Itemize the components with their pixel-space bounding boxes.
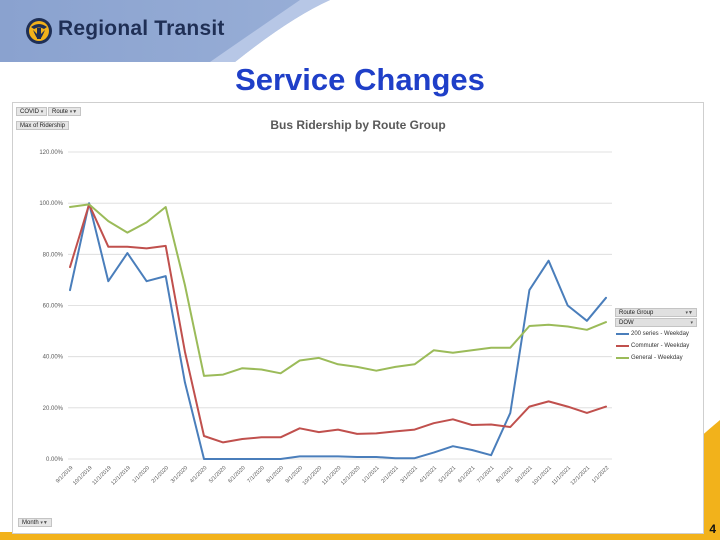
- y-tick-label: 100.00%: [39, 201, 63, 207]
- pivot-chart: COVID ▾ Route ▾▼ Max of Ridership Bus Ri…: [12, 102, 704, 534]
- x-tick-label: 1/1/2021: [361, 465, 380, 484]
- y-tick-label: 60.00%: [43, 304, 64, 310]
- chart-title: Bus Ridership by Route Group: [270, 118, 446, 132]
- legend-label: General - Weekday: [631, 355, 683, 361]
- x-tick-label: 6/1/2020: [227, 465, 246, 484]
- axis-field-label: Month: [22, 520, 39, 526]
- header-band: [0, 0, 720, 62]
- series-line: [69, 203, 607, 377]
- x-tick-label: 10/1/2021: [531, 465, 553, 487]
- x-tick-label: 2/1/2021: [380, 465, 399, 484]
- x-tick-label: 5/1/2021: [438, 465, 457, 484]
- x-tick-label: 11/1/2021: [551, 465, 572, 486]
- legend-route-group-label: Route Group: [619, 310, 654, 316]
- legend-swatch: [616, 333, 629, 335]
- x-tick-label: 8/1/2021: [495, 465, 514, 484]
- x-tick-label: 5/1/2020: [208, 465, 227, 484]
- value-field-label: Max of Ridership: [20, 123, 66, 129]
- filter-funnel-icon: ▾▼: [40, 520, 48, 526]
- x-tick-label: 4/1/2020: [189, 465, 208, 484]
- y-tick-label: 0.00%: [46, 457, 64, 463]
- x-tick-label: 7/1/2021: [476, 465, 495, 484]
- plot-area: 0.00% 20.00% 40.00% 60.00% 80.00% 100.00% 120.…: [39, 150, 612, 487]
- x-tick-label: 7/1/2020: [246, 465, 265, 484]
- x-tick-label: 11/1/2020: [321, 465, 342, 486]
- legend-item[interactable]: General - Weekday: [615, 352, 697, 364]
- legend-swatch: [616, 345, 629, 347]
- x-tick-label: 1/1/2022: [591, 465, 610, 484]
- header-band-white-cut: [235, 0, 720, 62]
- x-tick-label: 3/1/2021: [400, 465, 419, 484]
- x-tick-label: 4/1/2021: [419, 465, 438, 484]
- x-tick-label: 10/1/2020: [302, 465, 324, 487]
- filter-route-button[interactable]: Route ▾▼: [48, 107, 82, 116]
- brand-name: Regional Transit: [58, 17, 225, 40]
- x-tick-label: 12/1/2019: [110, 465, 132, 487]
- page-number: 4: [709, 522, 716, 536]
- y-tick-label: 120.00%: [39, 150, 63, 156]
- x-tick-label: 12/1/2021: [570, 465, 592, 487]
- chevron-down-icon: ▾: [690, 320, 693, 326]
- x-tick-label: 12/1/2020: [340, 465, 362, 487]
- dropdown-arrow-icon: ▾: [40, 109, 44, 115]
- filter-funnel-icon: ▾▼: [69, 109, 78, 115]
- legend-item[interactable]: Commuter - Weekday: [615, 340, 697, 352]
- filter-covid-label: COVID: [20, 109, 40, 115]
- transit-logo-icon: [26, 18, 52, 44]
- y-tick-label: 40.00%: [43, 355, 64, 361]
- header-band-shade: [210, 0, 330, 62]
- x-tick-label: 1/1/2020: [132, 465, 151, 484]
- x-tick-label: 6/1/2021: [457, 465, 476, 484]
- legend-dow-button[interactable]: DOW ▾: [615, 318, 697, 327]
- x-tick-label: 2/1/2020: [151, 465, 170, 484]
- filter-funnel-icon: ▾▼: [685, 310, 693, 316]
- gold-accent-strip: [0, 532, 720, 540]
- legend-dow-label: DOW: [619, 320, 634, 326]
- legend-label: 200 series - Weekday: [631, 331, 689, 337]
- legend-swatch: [616, 357, 629, 359]
- legend-item[interactable]: 200 series - Weekday: [615, 328, 697, 340]
- x-tick-label: 11/1/2019: [91, 465, 112, 486]
- y-tick-label: 80.00%: [43, 252, 64, 258]
- series-line: [69, 202, 607, 460]
- y-tick-label: 20.00%: [43, 406, 64, 412]
- filter-covid-button[interactable]: COVID ▾: [16, 107, 48, 116]
- slide-title: Service Changes: [235, 62, 485, 97]
- legend-route-group-button[interactable]: Route Group ▾▼: [615, 308, 697, 317]
- x-tick-label: 8/1/2020: [266, 465, 285, 484]
- value-field-button[interactable]: Max of Ridership: [16, 121, 70, 130]
- axis-field-month-button[interactable]: Month ▾▼: [18, 518, 52, 527]
- x-tick-label: 10/1/2019: [72, 465, 94, 487]
- x-tick-label: 3/1/2020: [170, 465, 189, 484]
- legend: Route Group ▾▼ DOW ▾ 200 series - Weekda…: [615, 308, 697, 364]
- legend-label: Commuter - Weekday: [631, 343, 690, 349]
- filter-route-label: Route: [52, 109, 69, 115]
- series-line: [69, 203, 607, 444]
